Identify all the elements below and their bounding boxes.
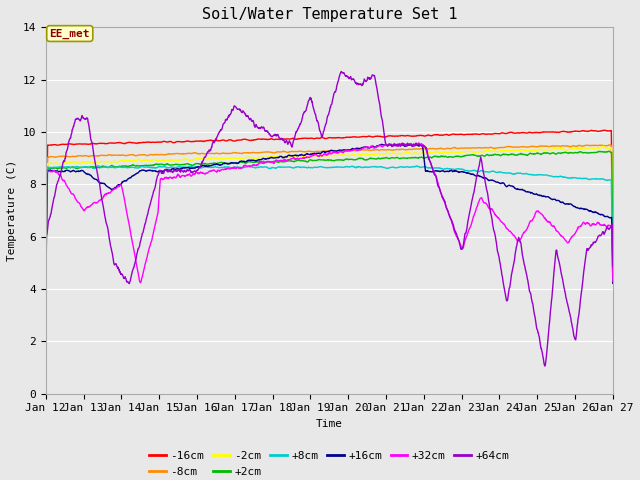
Title: Soil/Water Temperature Set 1: Soil/Water Temperature Set 1 xyxy=(202,7,457,22)
Text: EE_met: EE_met xyxy=(49,28,90,39)
X-axis label: Time: Time xyxy=(316,419,343,429)
Legend: -16cm, -8cm, -2cm, +2cm, +8cm, +16cm, +32cm, +64cm: -16cm, -8cm, -2cm, +2cm, +8cm, +16cm, +3… xyxy=(145,447,514,480)
Y-axis label: Temperature (C): Temperature (C) xyxy=(7,160,17,261)
